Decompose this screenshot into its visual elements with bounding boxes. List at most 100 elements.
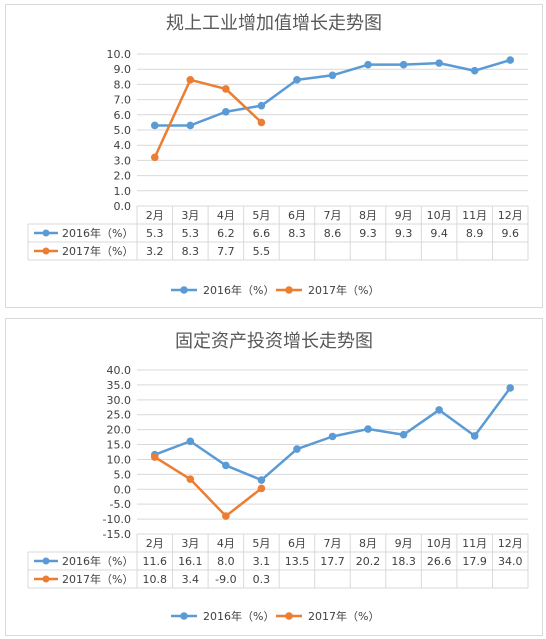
data-point <box>364 425 372 433</box>
chart-title: 固定资产投资增长走势图 <box>175 331 373 352</box>
data-point <box>435 59 443 67</box>
legend-marker <box>180 612 188 620</box>
data-label: 6.2 <box>217 227 235 240</box>
data-point <box>470 432 479 440</box>
y-tick-label: 0.0 <box>114 200 132 213</box>
y-tick-label: 10.0 <box>107 453 132 466</box>
data-point <box>222 461 230 470</box>
x-tick-label: 3月 <box>181 537 199 550</box>
series-line-2 <box>154 456 263 518</box>
y-tick-label: 0.0 <box>114 483 132 496</box>
data-point <box>186 121 195 130</box>
data-label: 8.9 <box>466 227 484 240</box>
data-point <box>328 71 337 80</box>
x-tick-label: 12月 <box>498 537 523 550</box>
x-tick-label: 10月 <box>427 209 452 222</box>
data-point <box>222 512 230 520</box>
x-tick-label: 9月 <box>395 537 413 550</box>
data-point <box>399 430 408 439</box>
data-label: 3.1 <box>253 555 271 568</box>
legend-marker <box>180 286 188 294</box>
y-tick-label: 35.0 <box>107 379 132 392</box>
data-label: 5.5 <box>253 245 271 258</box>
chart-title: 规上工业增加值增长走势图 <box>166 13 382 34</box>
data-label: 26.6 <box>427 555 452 568</box>
data-label: 9.3 <box>395 227 413 240</box>
industrial-growth-chart-svg: 规上工业增加值增长走势图 0.0 1.0 2.0 3.0 4.0 5.0 6.0 7.0 8.0 9… <box>27 13 529 297</box>
data-label: 16.1 <box>178 555 203 568</box>
x-tick-label: 5月 <box>252 537 270 550</box>
data-label: 9.4 <box>430 227 448 240</box>
data-label: 3.2 <box>146 245 164 258</box>
y-tick-label: 7.0 <box>114 94 132 107</box>
x-tick-label: 9月 <box>395 209 413 222</box>
data-point <box>435 406 443 414</box>
y-tick-label: 25.0 <box>107 409 132 422</box>
data-label: 10.8 <box>143 573 168 586</box>
y-tick-label: 3.0 <box>114 154 132 167</box>
data-point <box>364 60 372 69</box>
industrial-growth-chart: 规上工业增加值增长走势图 0.0 1.0 2.0 3.0 4.0 5.0 6.0 7.0 8.0 9… <box>5 4 543 308</box>
data-label: 20.2 <box>356 555 381 568</box>
data-label: 8.3 <box>288 227 306 240</box>
x-tick-label: 2月 <box>146 209 164 222</box>
y-tick-label: -15.0 <box>103 528 131 541</box>
data-label: 11.6 <box>143 555 168 568</box>
table-series-name: 2017年（%） <box>62 572 133 586</box>
data-label: 9.6 <box>501 227 519 240</box>
data-label: 34.0 <box>498 555 523 568</box>
data-point <box>399 60 408 69</box>
x-tick-label: 12月 <box>498 209 523 222</box>
legend-label: 2017年（%） <box>308 609 379 623</box>
table-series-name: 2017年（%） <box>62 244 133 258</box>
table-series-name: 2016年（%） <box>62 226 133 240</box>
data-label: 5.3 <box>182 227 200 240</box>
data-point <box>186 437 195 446</box>
data-point <box>150 153 159 162</box>
x-tick-label: 11月 <box>462 537 487 550</box>
data-label: 13.5 <box>285 555 310 568</box>
data-label: 6.6 <box>253 227 271 240</box>
data-point <box>470 66 479 75</box>
table-legend-marker <box>42 575 50 583</box>
data-label: 18.3 <box>391 555 416 568</box>
data-point <box>293 76 301 84</box>
data-point <box>506 56 515 64</box>
x-tick-label: 4月 <box>217 209 235 222</box>
table-legend-marker <box>42 229 50 237</box>
y-tick-label: 15.0 <box>107 439 132 452</box>
x-tick-label: 8月 <box>359 209 377 222</box>
y-tick-label: 30.0 <box>107 394 132 407</box>
table-series-name: 2016年（%） <box>62 554 133 568</box>
data-label: -9.0 <box>215 573 236 586</box>
y-tick-label: 20.0 <box>107 424 132 437</box>
x-tick-label: 4月 <box>217 537 235 550</box>
series-line-2 <box>153 78 263 158</box>
data-point <box>186 475 195 483</box>
y-tick-label: 10.0 <box>107 48 132 61</box>
data-point <box>150 121 159 130</box>
y-tick-label: 5.0 <box>114 124 132 137</box>
y-tick-label: -10.0 <box>103 513 131 526</box>
y-tick-label: 40.0 <box>107 364 132 377</box>
y-tick-label: -5.0 <box>110 498 131 511</box>
y-tick-label: 9.0 <box>114 63 132 76</box>
x-tick-label: 11月 <box>462 209 487 222</box>
data-point <box>257 476 266 484</box>
legend-marker <box>285 286 293 294</box>
data-label: 7.7 <box>217 245 235 258</box>
data-label: 17.7 <box>320 555 345 568</box>
data-point <box>222 85 230 93</box>
data-label: 17.9 <box>462 555 487 568</box>
investment-growth-chart-svg: 固定资产投资增长走势图 -15.0 -10.0 -5.0 0.0 5.0 10.015.0 2… <box>27 331 529 623</box>
data-point <box>506 384 515 392</box>
data-label: 5.3 <box>146 227 164 240</box>
y-tick-label: 6.0 <box>114 109 132 122</box>
data-point <box>150 453 159 461</box>
data-point <box>222 107 230 116</box>
y-tick-label: 4.0 <box>114 139 132 152</box>
data-point <box>186 76 195 84</box>
data-point <box>257 484 266 493</box>
x-tick-label: 3月 <box>181 209 199 222</box>
investment-growth-chart: 固定资产投资增长走势图 -15.0 -10.0 -5.0 0.0 5.0 10.0 15.0 2… <box>5 318 543 636</box>
